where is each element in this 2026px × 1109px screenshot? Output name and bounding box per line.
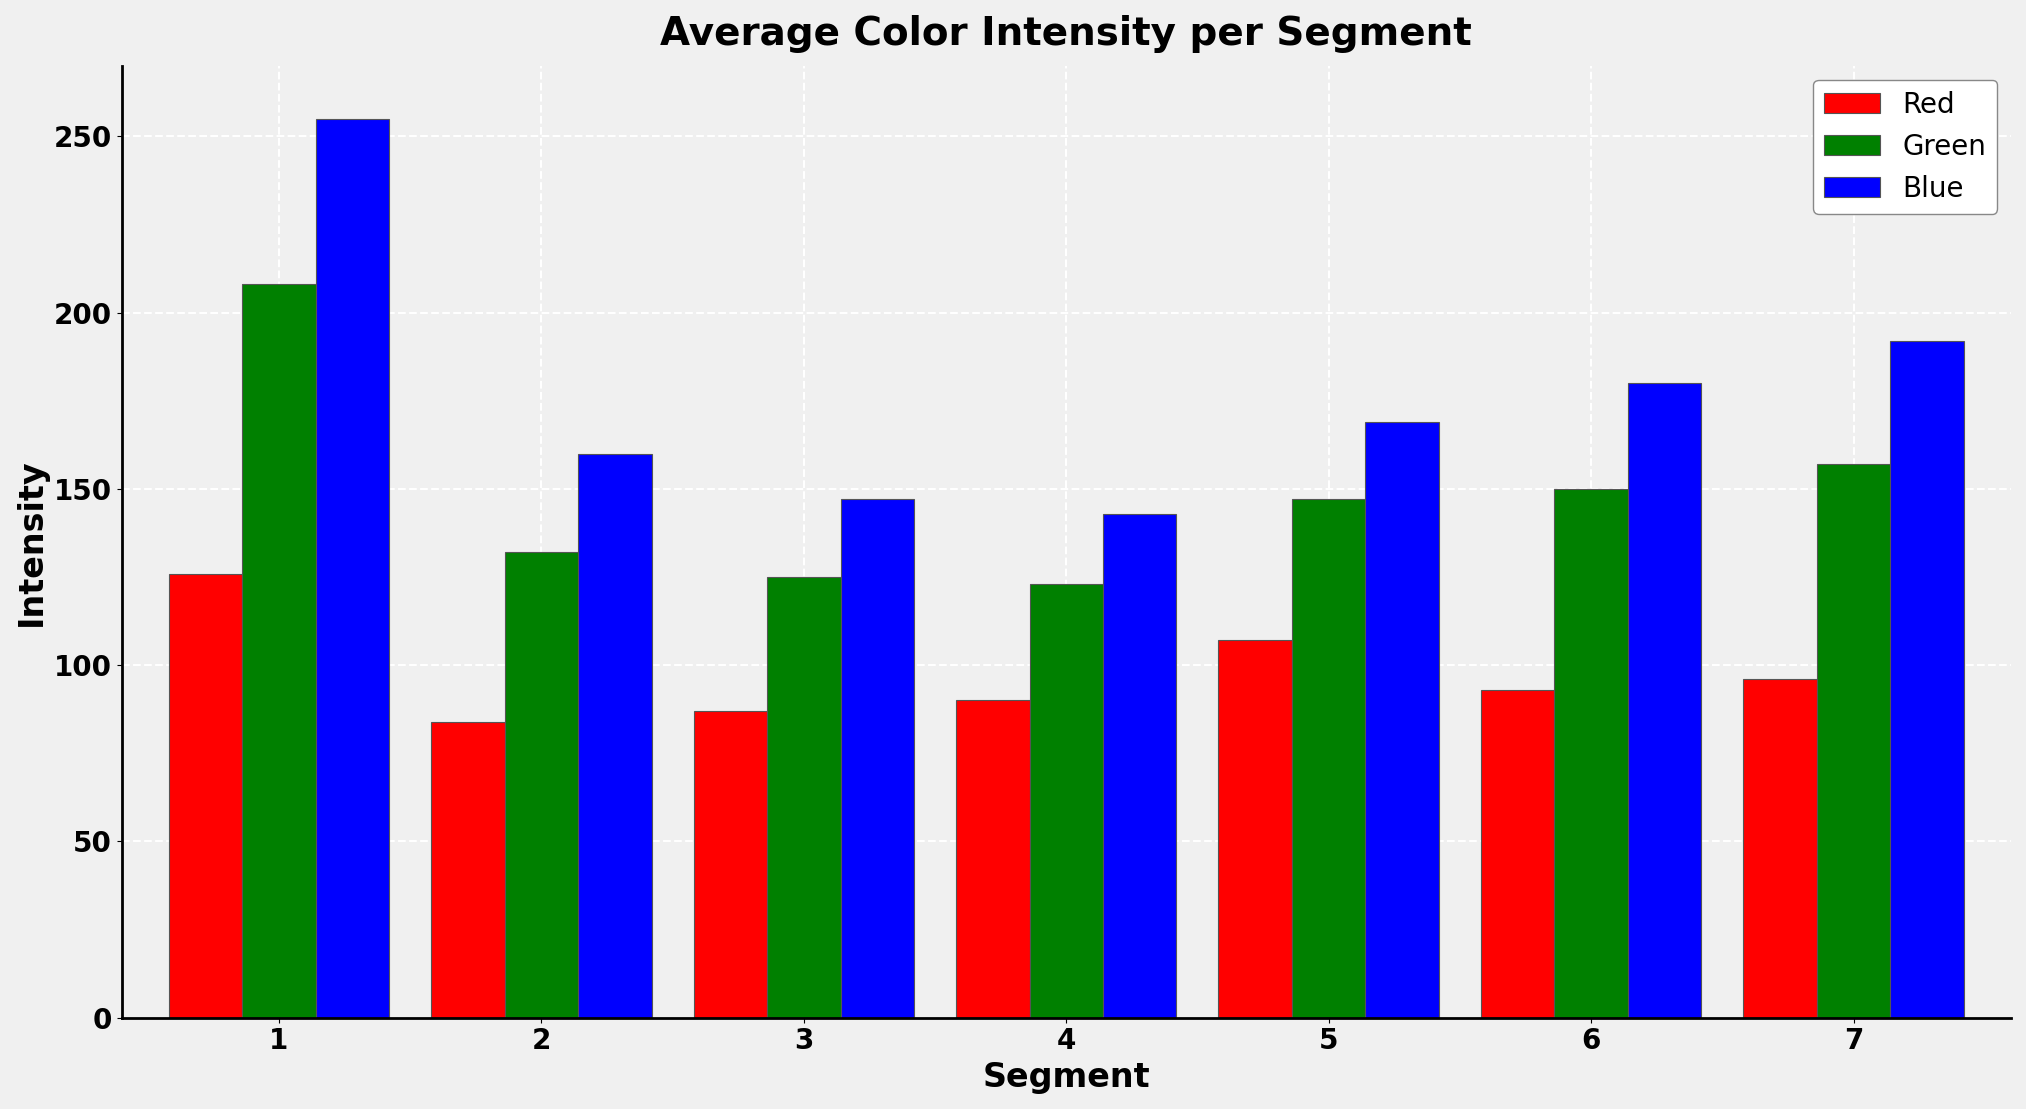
Bar xyxy=(432,722,504,1018)
Bar xyxy=(841,499,914,1018)
Bar xyxy=(1742,680,1817,1018)
Bar xyxy=(1029,584,1102,1018)
Legend: Red, Green, Blue: Red, Green, Blue xyxy=(1813,80,1998,214)
Bar xyxy=(577,454,652,1018)
Bar xyxy=(1218,641,1293,1018)
Bar xyxy=(168,573,243,1018)
Bar xyxy=(956,701,1029,1018)
X-axis label: Segment: Segment xyxy=(983,1061,1151,1093)
Bar xyxy=(1817,465,1890,1018)
Bar xyxy=(1554,489,1627,1018)
Title: Average Color Intensity per Segment: Average Color Intensity per Segment xyxy=(660,16,1473,53)
Bar xyxy=(243,284,316,1018)
Bar xyxy=(316,119,389,1018)
Bar xyxy=(1627,383,1702,1018)
Bar xyxy=(768,577,841,1018)
Bar xyxy=(693,711,768,1018)
Bar xyxy=(1102,513,1177,1018)
Y-axis label: Intensity: Intensity xyxy=(14,458,49,625)
Bar xyxy=(1293,499,1366,1018)
Bar xyxy=(1890,340,1963,1018)
Bar xyxy=(1366,421,1438,1018)
Bar xyxy=(504,552,577,1018)
Bar xyxy=(1481,690,1554,1018)
